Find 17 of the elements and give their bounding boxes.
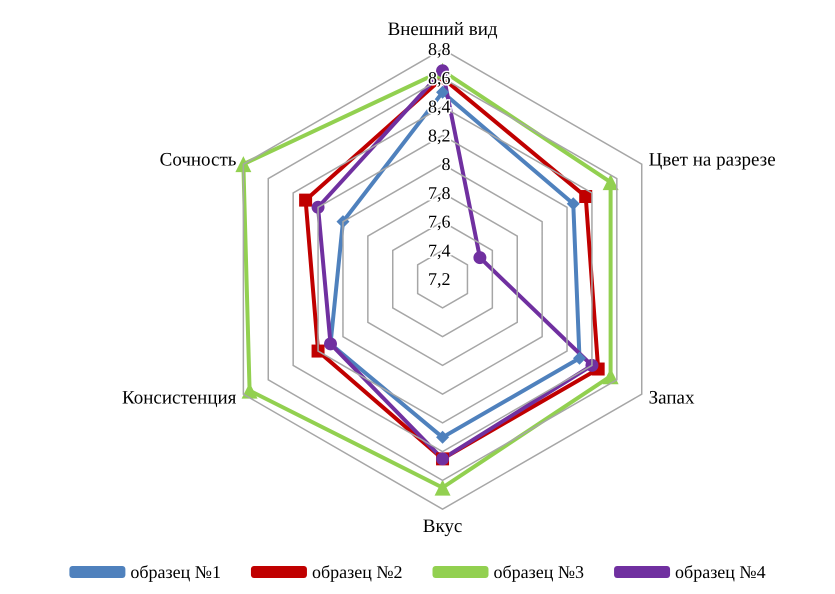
legend-label: образец №4 [675, 562, 766, 582]
y-tick-label: 7,4 [428, 240, 451, 260]
legend-label: образец №1 [130, 562, 221, 582]
spoke-label: Сочность [160, 150, 237, 171]
spoke-label: Консистенция [122, 388, 237, 409]
y-tick-label: 7,2 [428, 269, 451, 290]
y-tick-label: 7,8 [428, 182, 451, 203]
spoke-label: Вкус [422, 516, 462, 538]
legend-label: образец №3 [494, 562, 584, 582]
y-tick-label: 8,2 [428, 125, 451, 146]
y-tick-label: 7,6 [428, 212, 451, 232]
spoke-label: Внешний вид [388, 18, 498, 40]
y-tick-label: 8,8 [428, 39, 451, 60]
y-tick-label: 8 [442, 154, 451, 174]
spoke-label: Запах [648, 388, 695, 409]
spoke-label: Цвет на разрезе [648, 150, 776, 171]
legend-label: образец №2 [312, 562, 403, 582]
